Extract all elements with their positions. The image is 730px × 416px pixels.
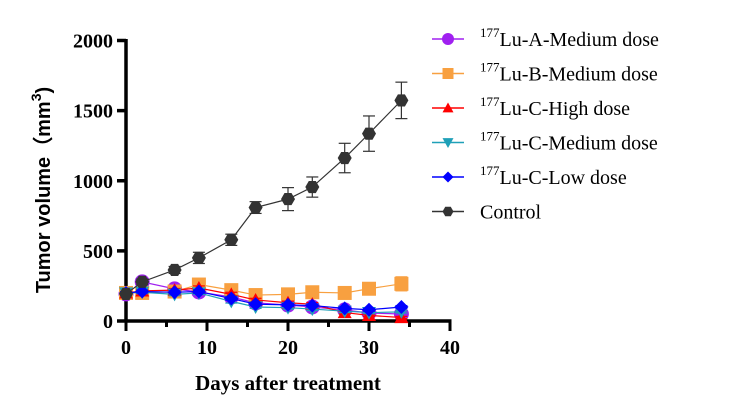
y-tick-label: 1000 — [73, 171, 113, 193]
legend-label-superscript: 177 — [480, 163, 500, 178]
data-point-square — [394, 276, 409, 291]
data-point-diamond — [224, 291, 239, 306]
data-point-triangle-down — [442, 138, 454, 148]
data-point-diamond — [248, 297, 263, 312]
data-point-diamond — [191, 284, 206, 299]
legend-item: 177Lu-C-Low dose — [432, 163, 627, 189]
y-tick-label: 1500 — [73, 101, 113, 123]
data-point-hexagon — [337, 151, 352, 165]
data-point-diamond — [135, 284, 150, 299]
legend-item: 177Lu-A-Medium dose — [432, 25, 659, 51]
data-point-square — [362, 281, 376, 296]
legend-item: 177Lu-C-High dose — [432, 94, 630, 120]
legend-label-text: Lu-A-Medium dose — [500, 29, 660, 51]
data-point-hexagon — [248, 201, 263, 214]
legend-label: 177Lu-C-High dose — [480, 94, 630, 120]
data-point-diamond — [337, 301, 352, 316]
legend-label-text: Lu-C-Low dose — [500, 167, 627, 189]
legend-label-text: Lu-B-Medium dose — [500, 64, 658, 86]
data-point-triangle-up — [442, 102, 454, 113]
legend-label: 177Lu-B-Medium dose — [480, 60, 658, 86]
series-layer — [118, 81, 409, 324]
legend-item: 177Lu-C-Medium dose — [432, 129, 658, 155]
data-point-hexagon — [135, 275, 150, 288]
data-point-square — [305, 285, 320, 300]
legend-item: 177Lu-B-Medium dose — [432, 60, 658, 86]
data-point-hexagon — [224, 233, 239, 246]
legend-label-superscript: 177 — [480, 25, 500, 40]
legend-label: 177Lu-C-Medium dose — [480, 129, 658, 155]
y-tick-label: 500 — [83, 241, 113, 263]
legend-label: Control — [480, 202, 542, 224]
legend-label-text: Lu-C-Medium dose — [500, 133, 658, 155]
data-point-hexagon — [281, 193, 295, 206]
x-tick-label: 40 — [440, 337, 460, 359]
y-axis-title: Tumor volume（mm3) — [28, 87, 55, 293]
data-point-square — [281, 287, 295, 302]
data-point-hexagon — [305, 180, 320, 194]
data-point-diamond — [442, 171, 454, 183]
data-point-diamond — [394, 299, 409, 314]
legend-item: Control — [432, 202, 542, 224]
data-point-diamond — [281, 297, 295, 312]
x-tick-label: 20 — [278, 337, 298, 359]
y-ticks: 0 500 1000 1500 2000 — [73, 31, 126, 333]
data-point-hexagon — [119, 287, 133, 300]
series-lu-b-medium-dose — [119, 276, 409, 303]
axes: 0 500 1000 1500 2000 0 10 20 30 40 — [73, 31, 460, 360]
data-point-hexagon — [362, 127, 376, 140]
x-tick-label: 30 — [359, 337, 379, 359]
legend-label: 177Lu-C-Low dose — [480, 163, 627, 189]
legend-label-superscript: 177 — [480, 60, 500, 75]
x-tick-label: 0 — [121, 337, 131, 359]
x-ticks: 0 10 20 30 40 — [121, 321, 460, 359]
series-control — [119, 81, 409, 300]
data-point-diamond — [305, 298, 320, 313]
x-tick-label: 10 — [197, 337, 217, 359]
x-axis-title: Days after treatment — [195, 371, 381, 395]
data-point-hexagon — [394, 94, 409, 107]
data-point-hexagon — [167, 263, 182, 277]
data-point-diamond — [167, 285, 182, 300]
legend-label-superscript: 177 — [480, 129, 500, 144]
data-point-square — [442, 68, 454, 79]
y-tick-label: 2000 — [73, 31, 113, 53]
data-point-square — [337, 285, 352, 300]
data-point-circle — [442, 33, 454, 45]
legend-label-superscript: 177 — [480, 94, 500, 109]
y-tick-label: 0 — [103, 311, 113, 333]
data-point-hexagon — [442, 206, 454, 217]
data-point-hexagon — [191, 251, 206, 264]
legend-label: 177Lu-A-Medium dose — [480, 25, 659, 51]
series-line — [125, 99, 402, 295]
legend-label-text: Lu-C-High dose — [500, 98, 631, 120]
data-point-diamond — [362, 302, 376, 317]
